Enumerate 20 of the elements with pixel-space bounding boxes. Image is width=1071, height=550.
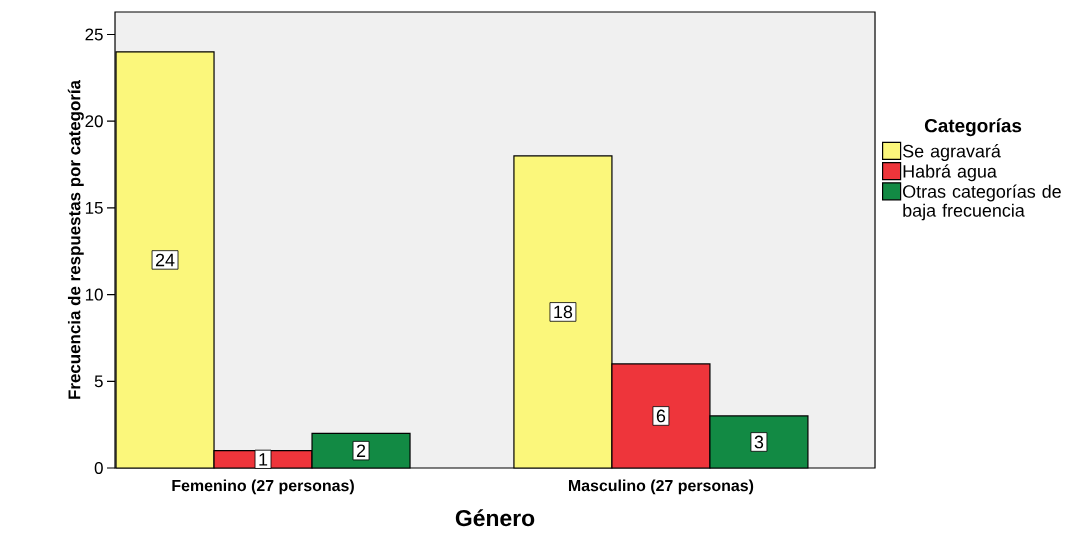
- y-tick-label: 10: [85, 288, 103, 301]
- data-label: 2: [356, 444, 366, 457]
- y-tick-label: 0: [94, 461, 103, 474]
- y-tick-label: 15: [85, 202, 103, 214]
- x-axis-title: Género: [455, 509, 535, 527]
- legend-label: Habrá agua: [903, 164, 997, 182]
- data-label: 24: [155, 253, 175, 267]
- data-label: 18: [554, 305, 573, 319]
- legend-label: Se agravará: [903, 144, 1001, 162]
- legend-label: Otras categorías de baja frecuencia: [903, 184, 1061, 221]
- y-tick-label: 25: [85, 28, 103, 41]
- legend-title: Categorías: [924, 118, 1022, 137]
- data-label: 1: [259, 453, 268, 466]
- x-tick-label: Masculino (27 personas): [568, 479, 754, 495]
- y-axis-title: Frecuencia de respuestas por categoría: [67, 79, 84, 399]
- y-tick-label: 5: [94, 375, 103, 388]
- data-label: 6: [656, 409, 666, 423]
- y-tick-label: 20: [85, 115, 103, 128]
- x-tick-label: Femenino (27 personas): [172, 479, 354, 495]
- data-label: 3: [754, 435, 764, 449]
